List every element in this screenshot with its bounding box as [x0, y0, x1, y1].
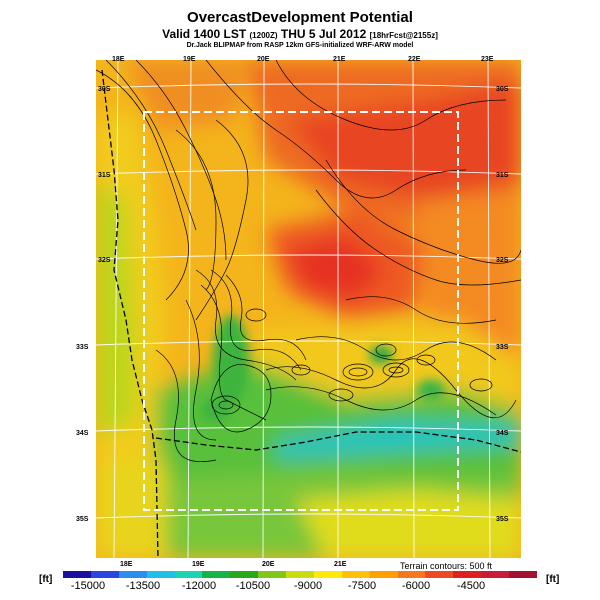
legend-swatch — [174, 571, 203, 578]
legend-swatch — [369, 571, 399, 578]
lat-tick-left: 33S — [76, 344, 89, 351]
lon-tick-top: 21E — [333, 56, 346, 63]
terrain-contours — [96, 60, 521, 462]
lon-tick-top: 22E — [408, 56, 421, 63]
lon-tick-bottom: 18E — [120, 561, 133, 568]
south-coast — [155, 431, 521, 453]
lat-lon-grid — [96, 60, 521, 558]
lat-tick-right: 35S — [496, 516, 509, 523]
lon-tick-top: 20E — [257, 56, 270, 63]
legend-unit-left: [ft] — [39, 574, 53, 585]
legend-swatch — [341, 571, 371, 578]
lat-tick-right: 33S — [496, 344, 509, 351]
lat-tick-left: 32S — [98, 257, 111, 264]
lat-tick-right: 32S — [496, 257, 509, 264]
legend-swatch — [63, 571, 92, 578]
legend-swatch — [509, 571, 538, 578]
legend-swatch — [286, 571, 315, 578]
lat-tick-right: 30S — [496, 86, 509, 93]
model-credit: Dr.Jack BLIPMAP from RASP 12km GFS-initi… — [186, 42, 414, 49]
valid-label: Valid 1400 LST — [162, 27, 247, 41]
potential-field — [96, 60, 521, 558]
legend-label: -4500 — [456, 580, 486, 592]
legend-label: -12000 — [181, 580, 217, 592]
legend-swatch — [313, 571, 343, 578]
lon-tick-top: 19E — [183, 56, 196, 63]
valid-utc: (1200Z) — [249, 31, 278, 40]
lat-tick-right: 31S — [496, 172, 509, 179]
lat-tick-left: 35S — [76, 516, 89, 523]
legend-label: -6000 — [401, 580, 431, 592]
legend-label: -7500 — [347, 580, 377, 592]
legend-swatch — [453, 571, 482, 578]
lon-tick-bottom: 19E — [192, 561, 205, 568]
legend-swatch — [90, 571, 120, 578]
lon-tick-top: 18E — [112, 56, 125, 63]
valid-date: THU 5 Jul 2012 — [280, 27, 367, 41]
legend-label: -10500 — [235, 580, 271, 592]
legend-swatch — [230, 571, 259, 578]
lat-tick-right: 34S — [496, 430, 509, 437]
lat-tick-left: 31S — [98, 172, 111, 179]
legend-swatch — [258, 571, 287, 578]
valid-time: Valid 1400 LST (1200Z) THU 5 Jul 2012 [1… — [0, 27, 600, 41]
region-boundary — [143, 111, 459, 511]
lat-tick-left: 30S — [98, 86, 111, 93]
map-title: OvercastDevelopment Potential — [187, 9, 413, 26]
legend-unit-right: [ft] — [546, 574, 560, 585]
legend-swatch — [425, 571, 454, 578]
coastline — [101, 69, 159, 558]
terrain-note: Terrain contours: 500 ft — [400, 561, 493, 571]
lon-tick-bottom: 20E — [262, 561, 275, 568]
lon-tick-top: 23E — [481, 56, 494, 63]
forecast-code: [18hrFcst@2155z] — [369, 31, 438, 40]
legend-label: -15000 — [70, 580, 106, 592]
legend-label: -13500 — [125, 580, 161, 592]
forecast-map — [96, 60, 521, 558]
legend-label: -9000 — [293, 580, 323, 592]
legend-swatch — [118, 571, 148, 578]
legend-swatch — [146, 571, 176, 578]
color-legend — [63, 571, 538, 578]
lon-tick-bottom: 21E — [334, 561, 347, 568]
lat-tick-left: 34S — [76, 430, 89, 437]
legend-swatch — [397, 571, 426, 578]
legend-swatch — [481, 571, 510, 578]
legend-swatch — [202, 571, 231, 578]
